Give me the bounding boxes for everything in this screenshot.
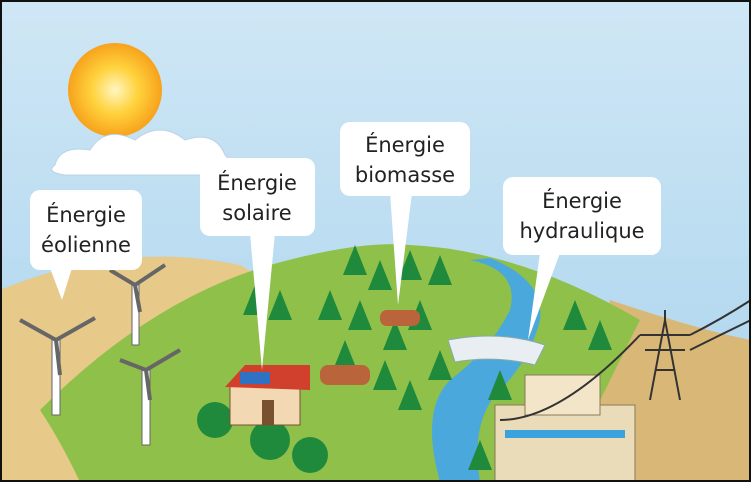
callout-line: hydraulique	[519, 219, 644, 243]
callout-line: Énergie	[365, 132, 445, 157]
callout-line: Énergie	[46, 202, 126, 227]
illustration: Énergie éolienne Énergie solaire Énergie…	[0, 0, 751, 482]
sun	[68, 43, 162, 137]
callout-line: Énergie	[542, 188, 622, 213]
callout-line: solaire	[222, 201, 291, 225]
callout-line: Énergie	[217, 170, 297, 195]
callout-line: éolienne	[41, 233, 131, 257]
callout-line: biomasse	[355, 163, 455, 187]
house	[225, 365, 310, 425]
